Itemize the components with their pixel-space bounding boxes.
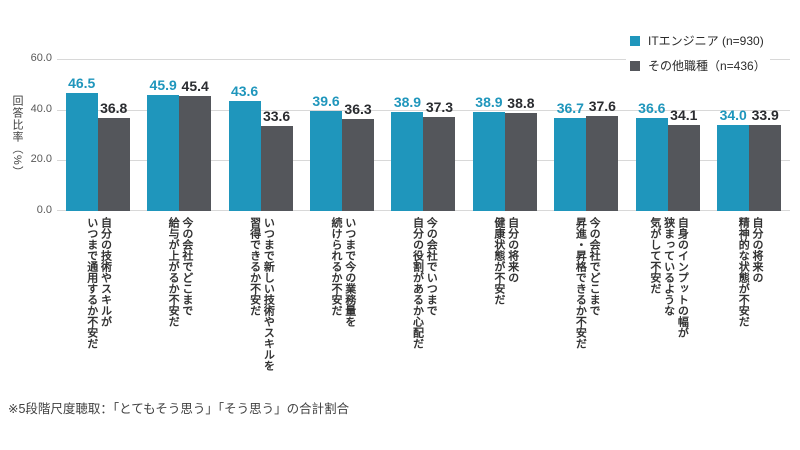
legend-item-it-engineer: ITエンジニア (n=930) xyxy=(630,32,766,49)
bar-other: 34.1 xyxy=(667,107,700,211)
bar-group-5: 38.9 37.3 xyxy=(383,59,464,211)
y-tick-20: 20.0 xyxy=(30,153,52,165)
bar-value-label: 38.8 xyxy=(507,94,535,111)
category-9: 自分の将来の 精神的な状態が不安だ xyxy=(709,217,790,327)
category-4: いつまで今の業務量を 続けられるか不安だ xyxy=(301,217,382,327)
y-axis-title: 回答比率（%） xyxy=(11,95,23,178)
bar-it-engineer: 34.0 xyxy=(717,107,750,211)
category-2: 今の会社でどこまで 給与が上がるか不安だ xyxy=(138,217,219,327)
bar-value-label: 36.7 xyxy=(556,100,584,117)
plot-area: 46.5 36.8 45.9 45.4 43.6 33.6 39.6 36.3 38.9 37.3… xyxy=(57,59,790,211)
legend-label: その他職種（n=436） xyxy=(648,59,766,73)
y-tick-60: 60.0 xyxy=(30,52,52,64)
category-3: いつまで新しい技術やスキルを 習得できるか不安だ xyxy=(220,217,301,371)
legend-swatch-other xyxy=(630,60,640,71)
bar-value-label: 33.6 xyxy=(262,107,291,124)
bar-other: 38.8 xyxy=(504,95,537,211)
category-label: 自分の将来の 健康状態が不安だ xyxy=(492,217,519,305)
legend-label: ITエンジニア (n=930) xyxy=(648,34,764,48)
category-label: 今の会社でいつまで 自分の役割があるか心配だ xyxy=(411,217,438,349)
bar-it-engineer: 38.9 xyxy=(472,94,505,211)
bar-value-label: 39.6 xyxy=(312,92,340,109)
bar-group-9: 34.0 33.9 xyxy=(709,59,790,211)
bar-value-label: 37.6 xyxy=(588,97,616,114)
gridline-60 xyxy=(57,59,790,60)
bar-groups: 46.5 36.8 45.9 45.4 43.6 33.6 39.6 36.3 38.9 37.3… xyxy=(57,59,790,211)
bar-value-label: 38.9 xyxy=(393,94,422,111)
bar-it-engineer: 36.6 xyxy=(635,100,668,211)
y-tick-40: 40.0 xyxy=(30,103,52,115)
bar-other: 37.6 xyxy=(586,98,619,211)
category-label: 自分の将来の 精神的な状態が不安だ xyxy=(737,217,763,327)
category-label: 今の会社でどこまで 昇進・昇格できるか不安だ xyxy=(574,217,601,349)
legend-swatch-it-engineer xyxy=(630,35,640,46)
bar-other: 37.3 xyxy=(423,99,456,211)
bar-value-label: 43.6 xyxy=(230,82,259,99)
category-6: 自分の将来の 健康状態が不安だ xyxy=(464,217,545,305)
bar-group-8: 36.6 34.1 xyxy=(627,59,708,211)
bar-group-6: 38.9 38.8 xyxy=(464,59,545,211)
bar-other: 45.4 xyxy=(179,78,212,211)
bar-value-label: 45.9 xyxy=(149,76,177,93)
bar-value-label: 33.9 xyxy=(751,107,779,124)
bar-group-2: 45.9 45.4 xyxy=(138,59,219,211)
bar-other: 36.3 xyxy=(342,101,375,211)
bar-it-engineer: 45.9 xyxy=(147,77,180,211)
bar-value-label: 46.5 xyxy=(68,75,96,92)
bar-it-engineer: 46.5 xyxy=(65,75,98,211)
category-8: 自身のインプットの幅が 狭まっているような 気がして不安だ xyxy=(627,217,708,338)
footnote: ※5段階尺度聴取：「とてもそう思う」「そう思う」の合計割合 xyxy=(8,402,350,416)
bar-group-4: 39.6 36.3 xyxy=(301,59,382,211)
bar-it-engineer: 43.6 xyxy=(228,83,261,211)
category-label: いつまで今の業務量を 続けられるか不安だ xyxy=(330,217,356,327)
bar-group-7: 36.7 37.6 xyxy=(546,59,627,211)
gridline-40 xyxy=(57,109,790,111)
bar-value-label: 36.3 xyxy=(344,101,372,118)
category-5: 今の会社でいつまで 自分の役割があるか心配だ xyxy=(383,217,464,349)
bar-value-label: 37.3 xyxy=(425,98,454,115)
x-axis-category-labels: 自分の技術やスキルが いつまで通用するか不安だ 今の会社でどこまで 給与が上がるか… xyxy=(57,217,790,371)
legend-item-other: その他職種（n=436） xyxy=(630,57,766,74)
y-tick-0: 0.0 xyxy=(36,204,52,216)
category-label: 自分の技術やスキルが いつまで通用するか不安だ xyxy=(85,217,112,349)
bar-other: 36.8 xyxy=(97,100,130,211)
category-7: 今の会社でどこまで 昇進・昇格できるか不安だ xyxy=(546,217,627,349)
bar-other: 33.6 xyxy=(260,108,293,211)
bar-other: 33.9 xyxy=(749,107,782,211)
bar-value-label: 45.4 xyxy=(181,78,209,94)
category-label: 自身のインプットの幅が 狭まっているような 気がして不安だ xyxy=(648,217,689,338)
bar-value-label: 36.6 xyxy=(638,100,666,117)
bar-it-engineer: 39.6 xyxy=(310,93,343,211)
bar-group-3: 43.6 33.6 xyxy=(220,59,301,211)
legend: ITエンジニア (n=930) その他職種（n=436） xyxy=(626,30,770,76)
bar-it-engineer: 36.7 xyxy=(554,100,587,211)
bar-value-label: 38.9 xyxy=(475,94,503,111)
bar-group-1: 46.5 36.8 xyxy=(57,59,138,211)
bar-it-engineer: 38.9 xyxy=(391,94,424,211)
category-label: 今の会社でどこまで 給与が上がるか不安だ xyxy=(167,217,193,327)
category-1: 自分の技術やスキルが いつまで通用するか不安だ xyxy=(57,217,138,349)
bar-value-label: 36.8 xyxy=(100,99,128,116)
bar-value-label: 34.1 xyxy=(670,106,698,123)
bar-value-label: 34.0 xyxy=(719,106,747,123)
category-label: いつまで新しい技術やスキルを 習得できるか不安だ xyxy=(248,217,275,371)
